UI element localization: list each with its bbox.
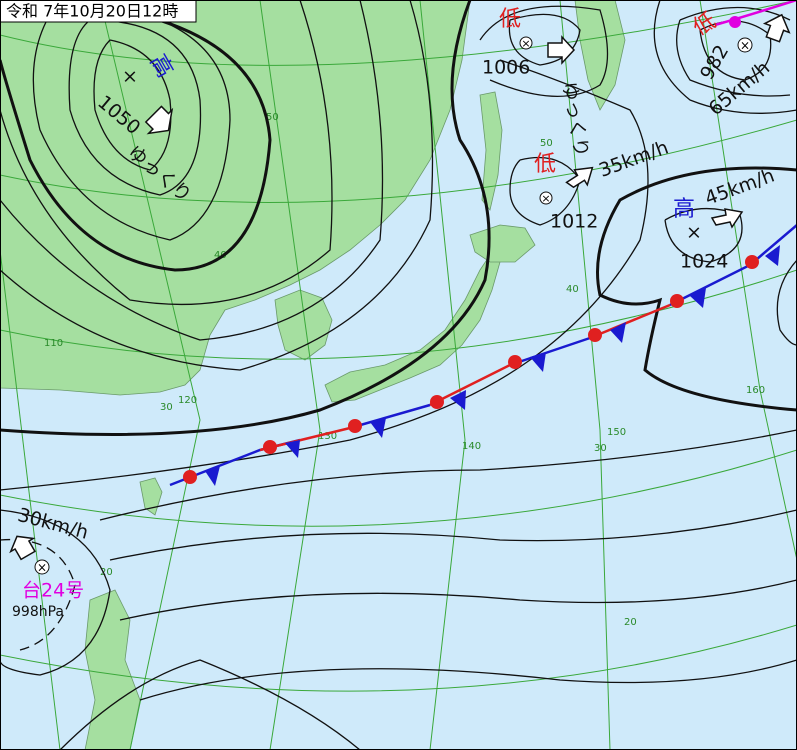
- lon-label: 110: [44, 338, 63, 349]
- motion-arrow: [710, 208, 744, 229]
- motion-arrow: [762, 13, 791, 43]
- lon-label: 120: [178, 395, 197, 406]
- system-kind: 低: [499, 7, 521, 32]
- center-x: ×: [740, 39, 750, 53]
- pressure: 1006: [482, 57, 530, 79]
- center-x: ×: [37, 561, 47, 575]
- center-x: ×: [541, 192, 550, 205]
- lat-label: 20: [624, 617, 637, 628]
- lat-label: 40: [214, 250, 227, 261]
- pressure: 998hPa: [12, 604, 64, 620]
- motion-arrow: [547, 35, 576, 65]
- lon-label: 160: [746, 385, 765, 396]
- center-mark: [34, 559, 50, 575]
- lon-label: 130: [318, 431, 337, 442]
- center-mark: ×: [122, 66, 138, 88]
- lat-label: 20: [100, 567, 113, 578]
- center-mark: [737, 37, 753, 53]
- lon-label: 150: [607, 427, 626, 438]
- motion-arrow: [9, 535, 36, 561]
- center-mark: [539, 191, 553, 205]
- system-kind: 高: [673, 197, 695, 222]
- stationary-front: [169, 0, 797, 487]
- lat-label: 40: [566, 284, 579, 295]
- system-kind: 低: [534, 152, 556, 177]
- lat-label: 30: [160, 402, 173, 413]
- center-x: ×: [521, 37, 530, 50]
- motion-arrow: [565, 166, 594, 189]
- lat-label: 50: [540, 138, 553, 149]
- title-box: [0, 0, 197, 23]
- center-mark: [519, 36, 533, 50]
- grid-labels: 50 40 30 20 50 40 30 20 110 120 130 140 …: [44, 112, 765, 628]
- lon-label: 140: [462, 441, 481, 452]
- motion-arrow: [144, 105, 174, 135]
- lat-label: 50: [266, 112, 279, 123]
- pressure: 1012: [550, 211, 598, 233]
- pressure: 1024: [680, 251, 728, 273]
- center-mark: ×: [686, 222, 702, 244]
- map-title: 令和 7年10月20日12時: [6, 2, 178, 21]
- typhoon-name: 台24号: [22, 580, 84, 602]
- lat-label: 30: [594, 443, 607, 454]
